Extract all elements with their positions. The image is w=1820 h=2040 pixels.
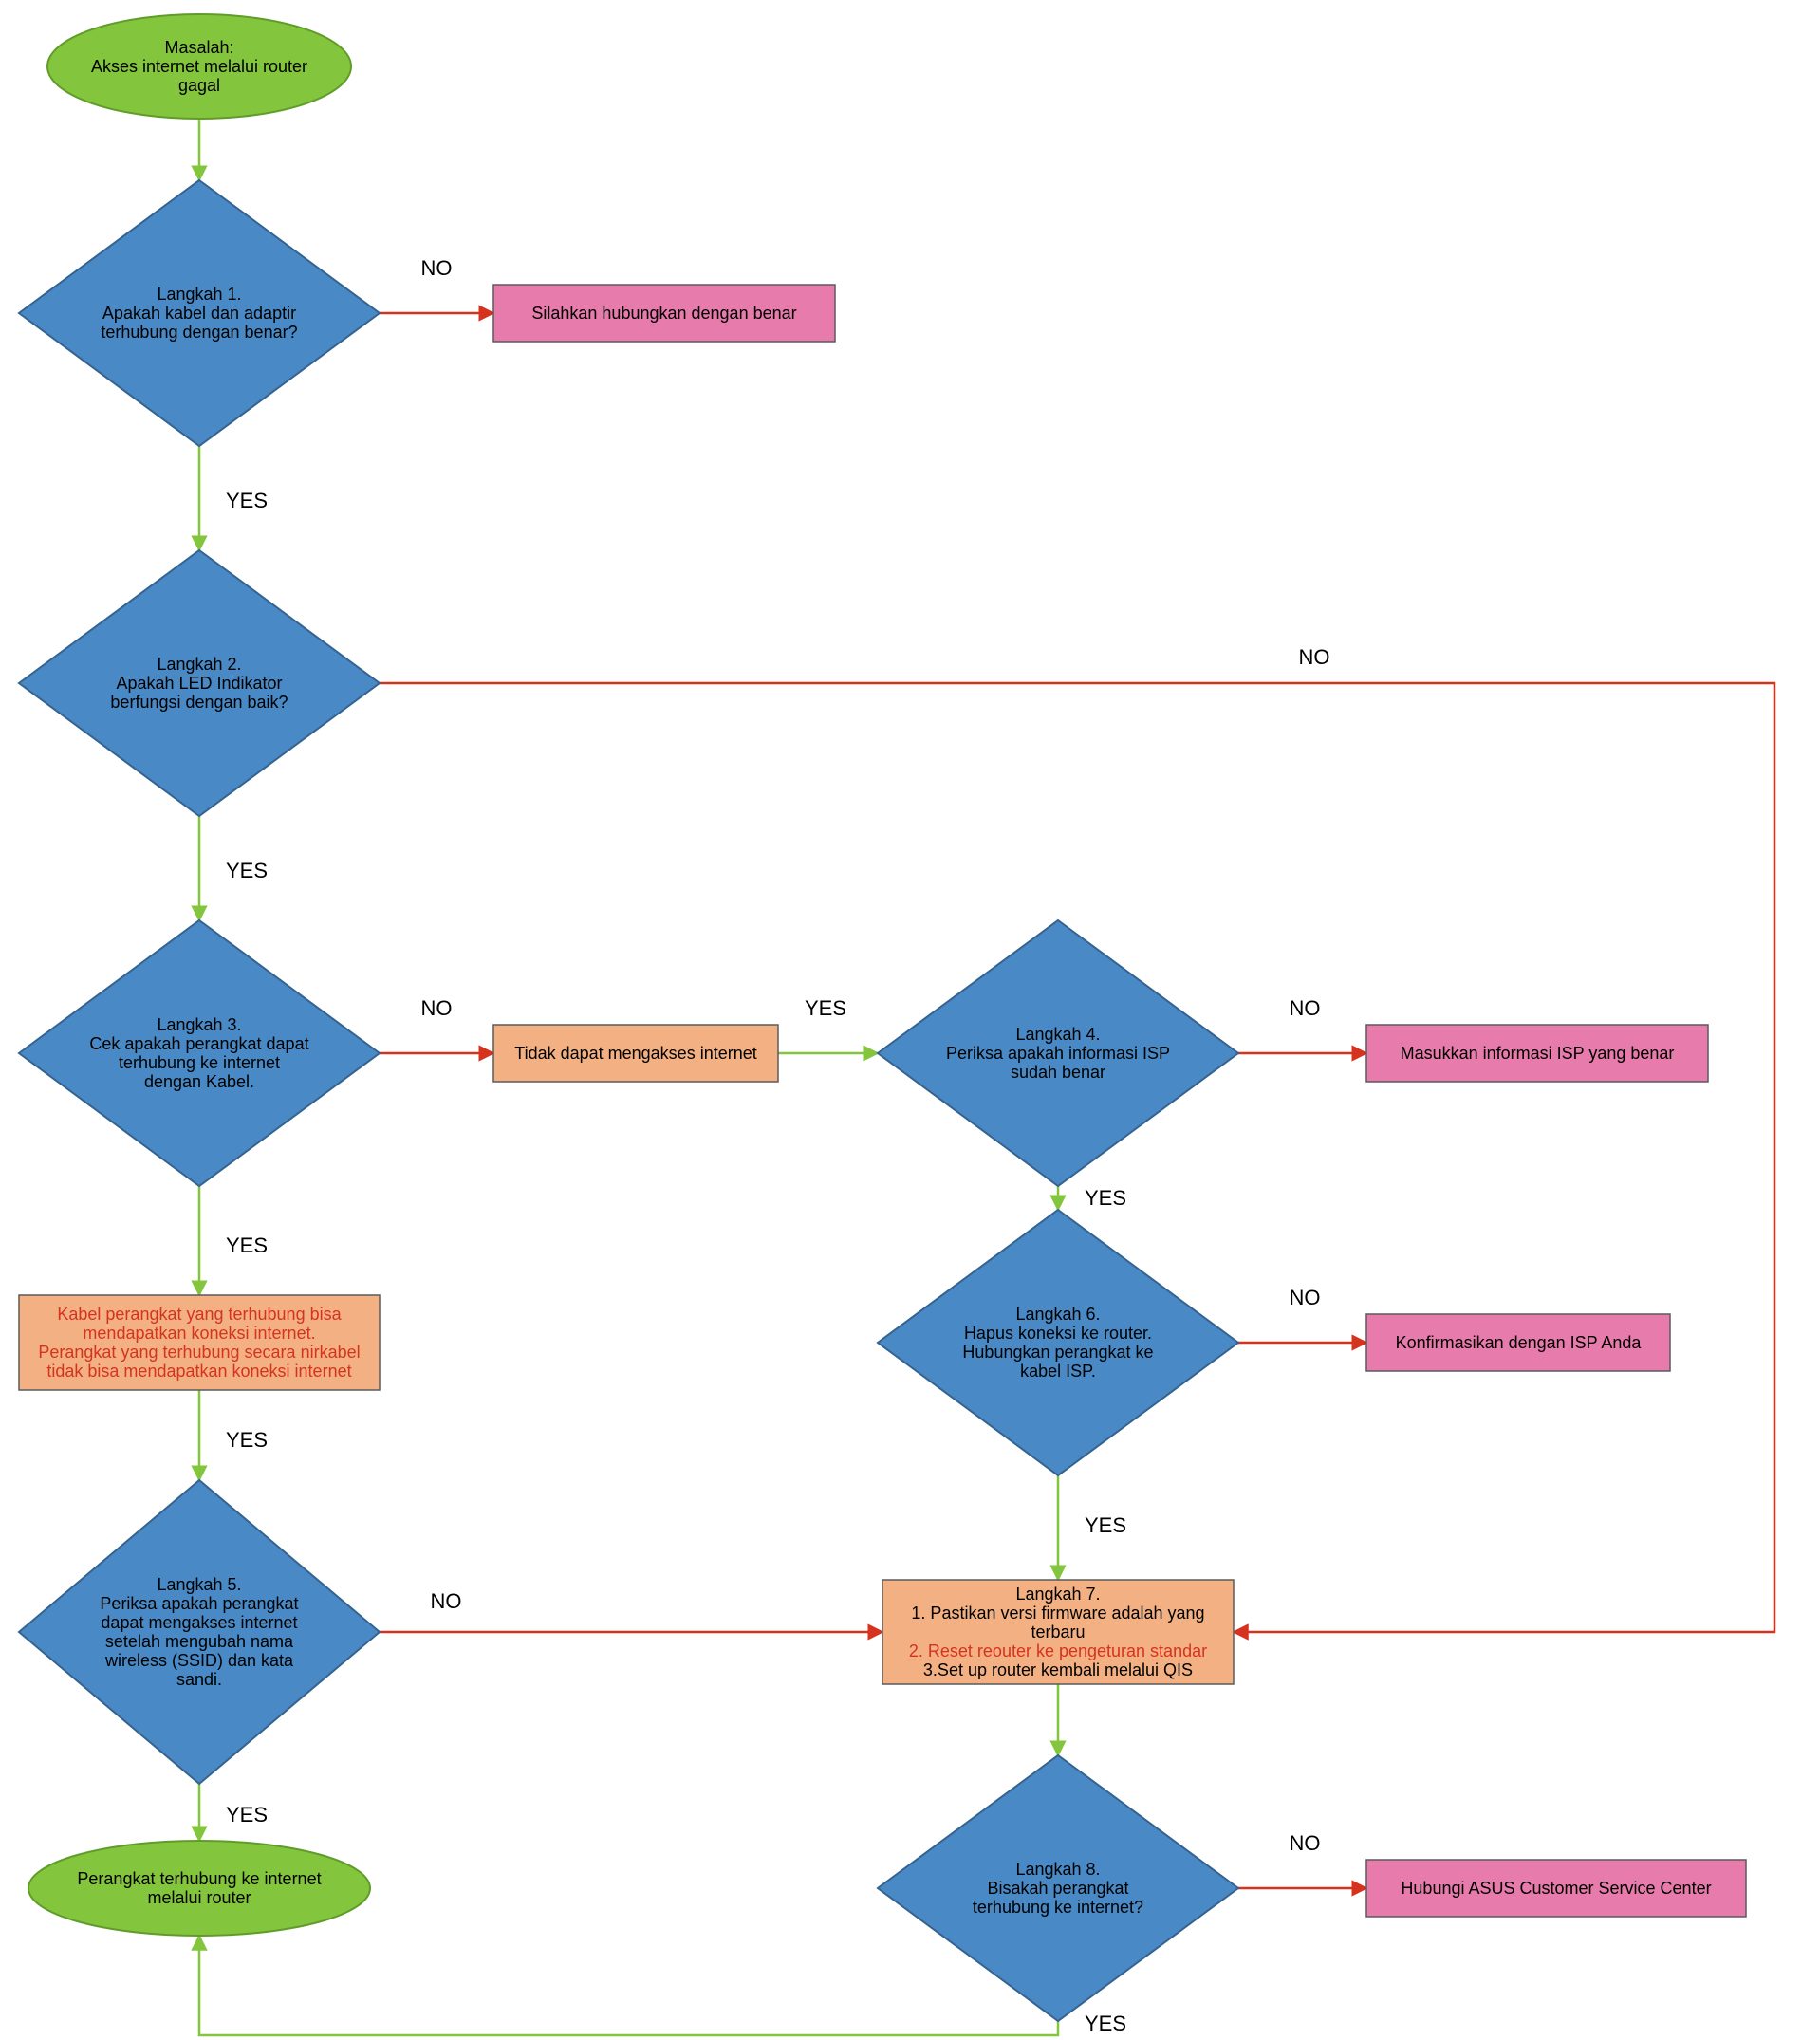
node-text: Kabel perangkat yang terhubung bisamenda…	[38, 1305, 360, 1381]
node-p_isp: Masukkan informasi ISP yang benar	[1366, 1025, 1708, 1082]
edge-label: NO	[421, 256, 453, 280]
node-text: Silahkan hubungkan dengan benar	[531, 304, 796, 323]
node-text: Konfirmasikan dengan ISP Anda	[1396, 1333, 1643, 1352]
edge-label: YES	[226, 489, 268, 512]
edge-label: YES	[805, 996, 846, 1020]
node-step6: Langkah 6.Hapus koneksi ke router.Hubung…	[878, 1210, 1238, 1475]
node-step1: Langkah 1.Apakah kabel dan adaptirterhub…	[19, 180, 380, 446]
node-p_step7: Langkah 7.1. Pastikan versi firmware ada…	[882, 1580, 1234, 1684]
edge-label: NO	[1290, 1831, 1321, 1855]
edge-label: YES	[1085, 2012, 1126, 2035]
edge	[199, 1936, 1058, 2035]
edge-label: YES	[226, 1233, 268, 1257]
edge-label: NO	[1290, 996, 1321, 1020]
node-step2: Langkah 2.Apakah LED Indikatorberfungsi …	[19, 550, 380, 816]
edge-label: NO	[1290, 1286, 1321, 1309]
node-end: Perangkat terhubung ke internetmelalui r…	[28, 1841, 370, 1936]
node-p_wired: Kabel perangkat yang terhubung bisamenda…	[19, 1295, 380, 1390]
edge-label: NO	[1299, 645, 1330, 669]
node-p_asus: Hubungi ASUS Customer Service Center	[1366, 1860, 1746, 1917]
edge-label: YES	[1085, 1186, 1126, 1210]
node-step5: Langkah 5.Periksa apakah perangkatdapat …	[19, 1480, 380, 1784]
node-text: Masukkan informasi ISP yang benar	[1401, 1044, 1675, 1063]
node-text: Tidak dapat mengakses internet	[514, 1044, 756, 1063]
node-p_noaccess: Tidak dapat mengakses internet	[493, 1025, 778, 1082]
nodes-layer: Masalah:Akses internet melalui routergag…	[19, 14, 1746, 2021]
node-p_confirm: Konfirmasikan dengan ISP Anda	[1366, 1314, 1670, 1371]
edge-label: YES	[226, 1428, 268, 1452]
node-step4: Langkah 4.Periksa apakah informasi ISPsu…	[878, 920, 1238, 1186]
node-text: Hubungi ASUS Customer Service Center	[1401, 1879, 1711, 1898]
edge-label: YES	[1085, 1513, 1126, 1537]
node-start: Masalah:Akses internet melalui routergag…	[47, 14, 351, 119]
node-p_connect: Silahkan hubungkan dengan benar	[493, 285, 835, 342]
node-step8: Langkah 8.Bisakah perangkatterhubung ke …	[878, 1755, 1238, 2021]
edge-label: YES	[226, 859, 268, 882]
flowchart-canvas: NO YES NO YES NO YES NO YES NO YES YES YES NO YES NO YE…	[0, 0, 1820, 2040]
edge-label: YES	[226, 1803, 268, 1827]
node-step3: Langkah 3.Cek apakah perangkat dapatterh…	[19, 920, 380, 1186]
edge-label: NO	[431, 1589, 462, 1613]
edge-label: NO	[421, 996, 453, 1020]
